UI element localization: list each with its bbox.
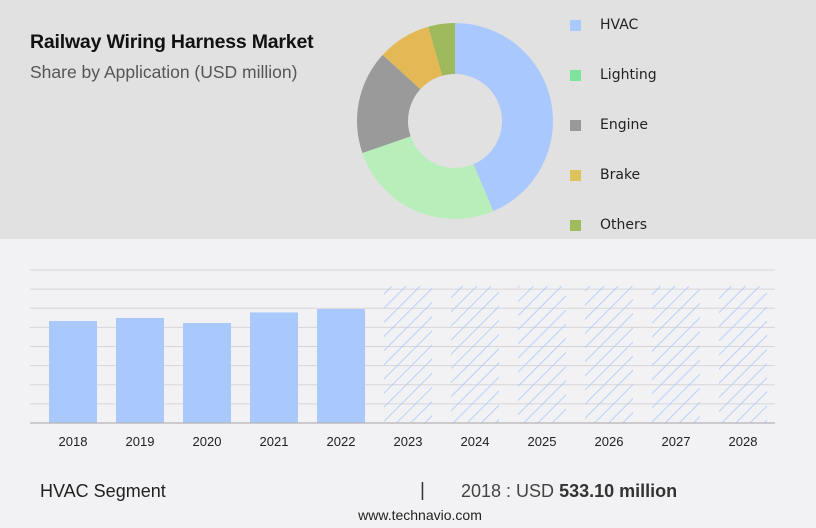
legend-swatch [570, 19, 581, 31]
legend-item-brake: Brake [570, 165, 640, 185]
forecast-bar-2025 [518, 286, 566, 423]
donut-slice-others [428, 23, 455, 76]
legend-item-engine: Engine [570, 115, 648, 135]
legend-item-others: Others [570, 215, 647, 235]
bar-chart: 2018 2019 2020 2021 2022 2023 2024 2025 2026 2027… [0, 239, 816, 459]
donut-slice-hvac [455, 23, 553, 212]
donut-slice-brake [382, 26, 443, 90]
bar-chart-svg: 2018 2019 2020 2021 2022 2023 2024 2025 2026 2027… [30, 269, 775, 449]
legend-label: Lighting [600, 67, 657, 83]
x-tick-label: 2020 [193, 434, 222, 449]
bar-2020 [183, 322, 231, 423]
legend-label: HVAC [600, 17, 639, 33]
source-url: www.technavio.com [358, 507, 482, 523]
x-tick-label: 2025 [528, 434, 557, 449]
legend-swatch [570, 119, 581, 131]
x-tick-label: 2018 [59, 434, 88, 449]
donut-slice-engine [357, 54, 421, 154]
x-tick-label: 2026 [595, 434, 624, 449]
bar-2022 [317, 309, 365, 423]
x-tick-label: 2021 [260, 434, 289, 449]
segment-label: HVAC Segment [40, 481, 166, 501]
chart-subtitle: Share by Application (USD million) [30, 62, 298, 82]
forecast-bar-2023 [384, 286, 432, 423]
legend-swatch [570, 219, 581, 231]
bar-2018 [49, 321, 97, 423]
legend: HVAC Lighting Engine Brake Others [570, 0, 770, 239]
legend-label: Engine [600, 117, 648, 133]
x-tick-label: 2027 [662, 434, 691, 449]
legend-swatch [570, 69, 581, 81]
legend-item-lighting: Lighting [570, 65, 657, 85]
forecast-bar-2024 [451, 286, 499, 423]
donut-chart [357, 23, 553, 219]
x-tick-label: 2023 [394, 434, 423, 449]
forecast-bar-2026 [585, 286, 633, 423]
bar-2019 [116, 318, 164, 423]
footer-divider: | [420, 480, 425, 501]
legend-label: Brake [600, 167, 641, 183]
x-tick-label: 2019 [126, 434, 155, 449]
x-tick-label: 2028 [729, 434, 758, 449]
x-tick-label: 2024 [461, 434, 490, 449]
legend-label: Others [600, 217, 648, 233]
forecast-bar-2027 [652, 286, 700, 423]
x-tick-label: 2022 [327, 434, 356, 449]
bar-2021 [250, 312, 298, 423]
donut-slice-lighting [362, 136, 494, 219]
segment-value-amount: 533.10 million [559, 481, 678, 501]
chart-title: Railway Wiring Harness Market [30, 31, 314, 53]
legend-item-hvac: HVAC [570, 15, 638, 35]
header-panel: Railway Wiring Harness Market Share by A… [0, 0, 816, 239]
legend-swatch [570, 169, 581, 181]
segment-value-prefix: 2018 : USD [461, 481, 560, 501]
forecast-bar-2028 [719, 286, 767, 423]
segment-value: 2018 : USD 533.10 million [461, 481, 677, 502]
